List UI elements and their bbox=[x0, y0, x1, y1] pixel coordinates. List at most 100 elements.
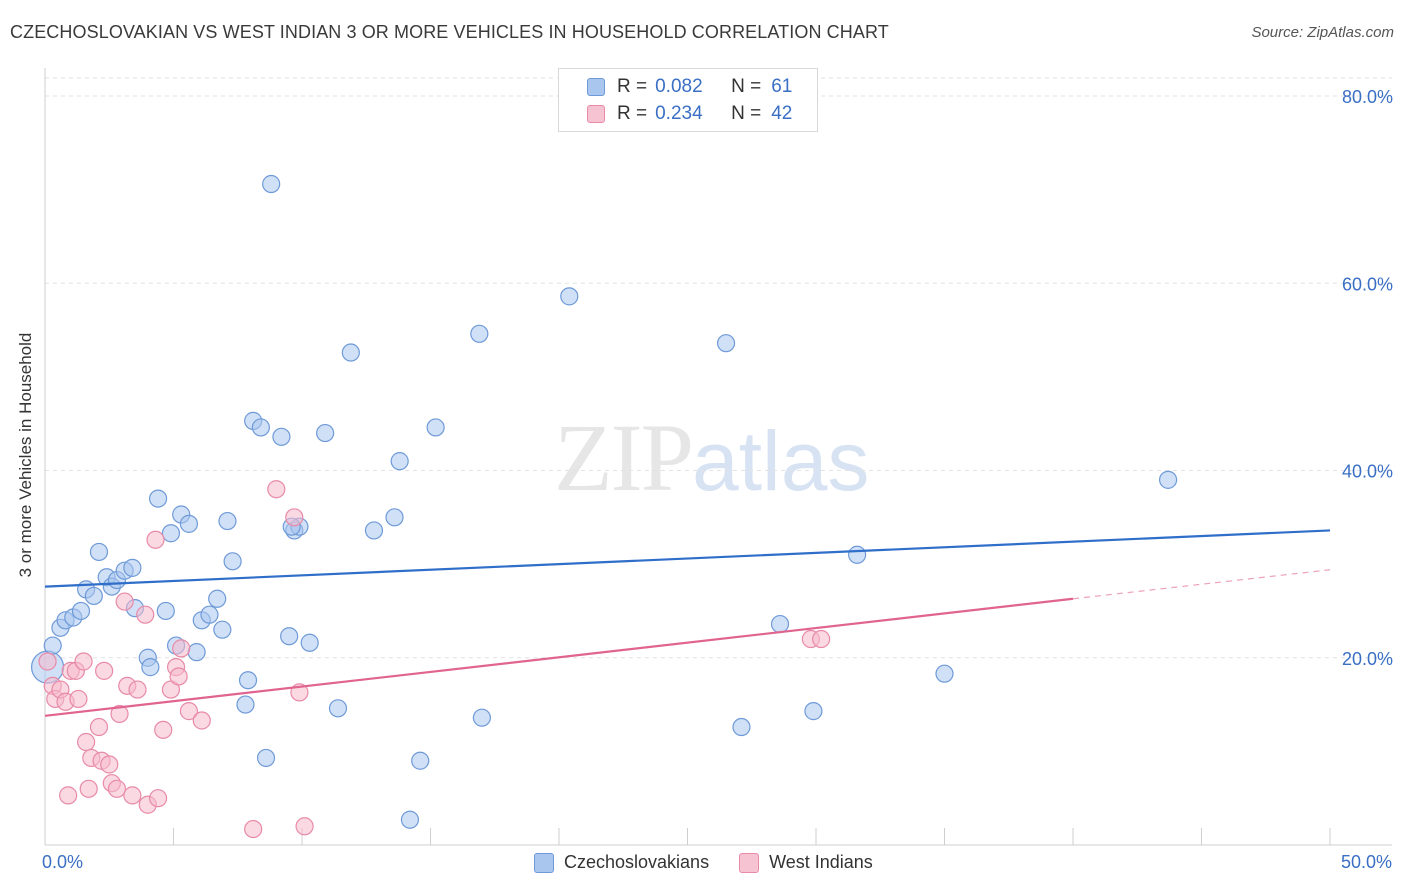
czechoslovakian-point bbox=[141, 658, 160, 677]
czechoslovakian-point bbox=[300, 633, 319, 652]
czechoslovakian-point bbox=[716, 334, 736, 353]
czechoslovakian-point bbox=[84, 586, 103, 606]
y-tick-label: 20.0% bbox=[1342, 649, 1393, 669]
stats-row-west-indians: R = 0.234 N = 42 bbox=[587, 101, 792, 127]
czechoslovakian-point bbox=[770, 614, 790, 634]
n-value: 42 bbox=[771, 103, 793, 124]
czechoslovakian-point bbox=[400, 810, 420, 829]
series-legend: Czechoslovakians West Indians bbox=[534, 852, 903, 873]
r-value: 0.082 bbox=[655, 76, 703, 97]
czechoslovakian-point bbox=[1158, 470, 1178, 489]
blue-swatch bbox=[587, 78, 605, 96]
czechoslovakian-point bbox=[179, 514, 199, 533]
n-label: N = bbox=[731, 76, 762, 97]
pink-swatch bbox=[587, 105, 605, 123]
r-label: R = bbox=[617, 103, 648, 124]
y-tick-label: 60.0% bbox=[1342, 274, 1393, 294]
czechoslovakian-point bbox=[280, 627, 299, 646]
west-indian-point bbox=[123, 786, 142, 805]
czechoslovakian-point bbox=[187, 643, 206, 662]
n-value: 61 bbox=[771, 76, 793, 97]
czechoslovakian-point bbox=[935, 664, 954, 683]
west-indian-point bbox=[89, 717, 109, 737]
r-value: 0.234 bbox=[655, 103, 703, 124]
czechoslovakian-point bbox=[804, 702, 823, 721]
legend-label: Czechoslovakians bbox=[564, 852, 710, 872]
west-indian-point bbox=[169, 667, 188, 686]
x-tick-label-max: 50.0% bbox=[1340, 852, 1392, 872]
west-indian-point bbox=[285, 508, 304, 527]
west-indian-point bbox=[77, 732, 96, 752]
czechoslovakian-point bbox=[43, 636, 62, 655]
czechoslovakian-point bbox=[161, 524, 181, 543]
west-indian-point bbox=[107, 779, 127, 798]
czechoslovakian-point bbox=[238, 671, 258, 690]
legend-label: West Indians bbox=[769, 852, 873, 872]
y-axis-label: 3 or more Vehicles in Household bbox=[16, 332, 35, 578]
czechoslovakian-point bbox=[848, 545, 867, 564]
czechoslovakian-point bbox=[341, 343, 360, 362]
czechoslovakian-point bbox=[89, 542, 109, 562]
czechoslovakian-point bbox=[236, 695, 255, 714]
pink-swatch bbox=[739, 852, 760, 873]
legend-item-czechoslovakians: Czechoslovakians bbox=[534, 852, 709, 873]
czechoslovakian-point bbox=[218, 511, 237, 531]
west-indian-point bbox=[179, 702, 199, 721]
west-indian-point bbox=[267, 480, 286, 499]
czechoslovakian-point bbox=[208, 589, 227, 608]
west-indian-point bbox=[74, 652, 93, 671]
west-indian-point bbox=[295, 817, 314, 836]
czechoslovakian-point bbox=[732, 717, 751, 737]
watermark-atlas: atlas bbox=[692, 414, 870, 508]
legend-item-west-indians: West Indians bbox=[739, 852, 873, 873]
west-indian-point bbox=[136, 605, 155, 624]
czechoslovakian-point bbox=[262, 174, 281, 194]
west-indian-point bbox=[154, 720, 173, 739]
watermark-zip: ZIP bbox=[554, 404, 694, 511]
y-tick-label: 80.0% bbox=[1342, 87, 1393, 107]
r-label: R = bbox=[617, 76, 648, 97]
czechoslovakian-point bbox=[364, 521, 384, 540]
west-indian-point bbox=[38, 652, 57, 671]
west-indian-point bbox=[812, 629, 831, 649]
west-indian-trend-extension bbox=[1072, 569, 1331, 600]
czechoslovakian-point bbox=[385, 508, 404, 527]
czechoslovakian-point bbox=[328, 699, 348, 718]
west-indian-point bbox=[110, 704, 129, 724]
west-indian-point bbox=[128, 680, 147, 699]
west-indian-point bbox=[115, 592, 134, 611]
czechoslovakian-point bbox=[251, 418, 270, 437]
west-indian-point bbox=[100, 755, 119, 774]
west-indian-point bbox=[148, 789, 168, 808]
west-indian-point bbox=[69, 689, 88, 709]
n-label: N = bbox=[731, 103, 762, 124]
czechoslovakian-point bbox=[411, 751, 430, 770]
west-indian-point bbox=[172, 639, 191, 658]
czechoslovakian-trend-line bbox=[44, 529, 1331, 588]
stats-row-czechoslovakians: R = 0.082 N = 61 bbox=[587, 74, 792, 100]
west-indian-trend-line bbox=[44, 597, 1074, 717]
watermark: ZIPatlas bbox=[554, 402, 869, 513]
czechoslovakian-point bbox=[148, 489, 168, 508]
czechoslovakian-point bbox=[560, 287, 579, 306]
czechoslovakian-point bbox=[71, 601, 91, 621]
czechoslovakian-point bbox=[426, 418, 445, 437]
west-indian-point bbox=[192, 711, 211, 730]
stats-legend: R = 0.082 N = 61 R = 0.234 N = 42 bbox=[558, 68, 818, 132]
czechoslovakian-point bbox=[213, 620, 232, 639]
y-tick-label: 40.0% bbox=[1342, 462, 1393, 482]
czechoslovakian-point bbox=[123, 558, 142, 577]
czechoslovakian-point bbox=[156, 601, 175, 621]
chart-title: CZECHOSLOVAKIAN VS WEST INDIAN 3 OR MORE… bbox=[10, 22, 889, 42]
west-indian-point bbox=[59, 786, 78, 805]
blue-swatch bbox=[534, 852, 554, 873]
czechoslovakian-point bbox=[256, 748, 276, 768]
czechoslovakian-point bbox=[223, 552, 242, 571]
czechoslovakian-point bbox=[200, 605, 219, 624]
czechoslovakian-point bbox=[470, 324, 489, 343]
czechoslovakian-point bbox=[472, 708, 491, 727]
x-tick-label-min: 0.0% bbox=[42, 852, 84, 872]
west-indian-point bbox=[146, 530, 165, 549]
source-label: Source: ZipAtlas.com bbox=[1251, 24, 1394, 41]
